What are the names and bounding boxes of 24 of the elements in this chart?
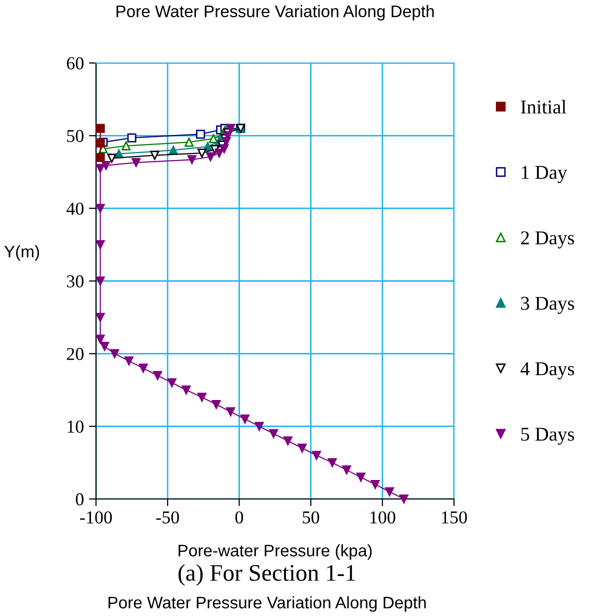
x-tick-label: 0: [235, 511, 244, 524]
legend-label: 1 Day: [522, 166, 568, 183]
x-tick-label: 100: [370, 511, 396, 524]
legend-label: 3 Days: [521, 296, 574, 314]
text: Pore Water Pressure Variation Along Depth: [108, 596, 426, 612]
legend-label: 5 Days: [521, 428, 574, 445]
y-tick-label: 0: [76, 493, 84, 506]
y-tick-label: 10: [68, 420, 84, 433]
legend-label: 4 Days: [520, 362, 574, 380]
x-tick-label: 50: [302, 511, 320, 524]
legend-label: Initial: [520, 100, 566, 114]
y-tick-label: 60: [66, 57, 84, 70]
y-tick-label: 40: [66, 202, 84, 215]
y-axis-title: Y(m): [4, 245, 40, 261]
x-axis-title: Pore-water Pressure (kpa): [178, 544, 372, 560]
x-tick-label: 150: [442, 511, 467, 524]
x-tick-label: -50: [156, 511, 179, 524]
legend-label: 2 Days: [521, 231, 574, 248]
x-tick-label: -100: [80, 511, 112, 524]
y-tick-label: 30: [67, 275, 84, 288]
y-tick-label: 20: [66, 348, 84, 360]
text: (a) For Section 1-1: [178, 564, 356, 586]
y-tick-label: 50: [67, 130, 84, 142]
chart-title: Pore Water Pressure Variation Along Depth: [116, 5, 434, 21]
